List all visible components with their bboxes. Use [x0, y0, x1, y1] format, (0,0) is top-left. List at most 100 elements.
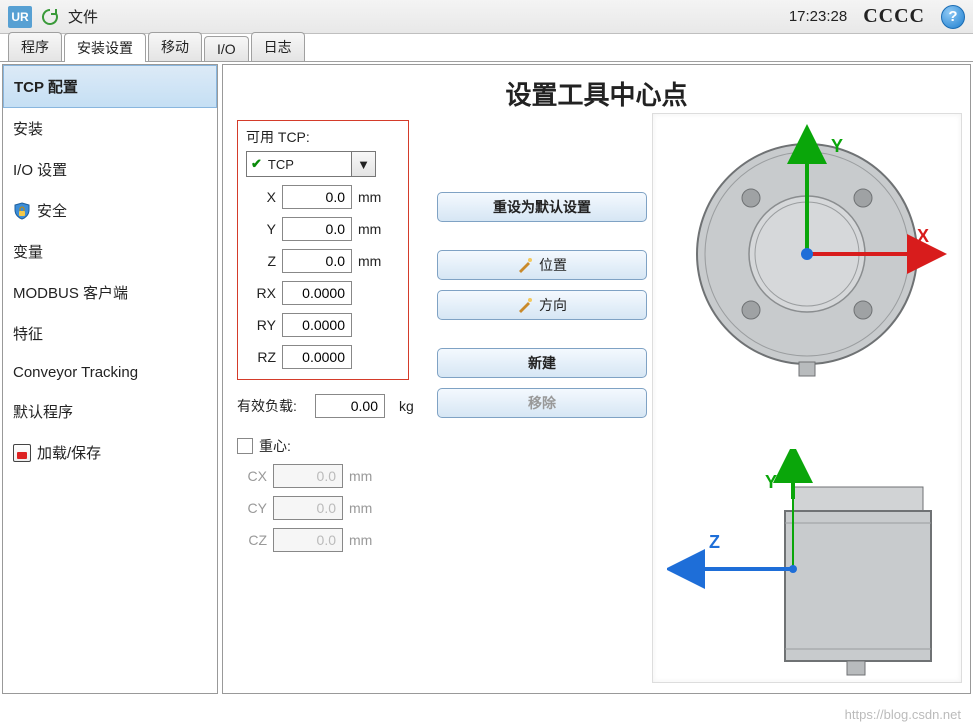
- cg-label-cy: CY: [237, 500, 267, 516]
- coord-input-z[interactable]: [282, 249, 352, 273]
- axis-z-label: Z: [709, 532, 720, 553]
- shield-icon: [13, 202, 31, 220]
- button-column: 重设为默认设置 位置 方向 新建 移除: [437, 192, 647, 428]
- sidebar-item-label: I/O 设置: [13, 159, 67, 180]
- payload-unit: kg: [399, 398, 414, 414]
- coord-unit: mm: [358, 221, 381, 237]
- cg-label-cx: CX: [237, 468, 267, 484]
- sidebar-item-0[interactable]: TCP 配置: [3, 65, 217, 108]
- disk-icon: [13, 444, 31, 462]
- page-title: 设置工具中心点: [237, 75, 956, 112]
- tcp-parameters-group: 可用 TCP: ✔ TCP ▼ XmmYmmZmmRXRYRZ: [237, 120, 409, 380]
- sidebar-item-4[interactable]: 变量: [3, 231, 217, 272]
- sidebar-item-1[interactable]: 安装: [3, 108, 217, 149]
- tab-0[interactable]: 程序: [8, 32, 62, 61]
- coord-input-ry[interactable]: [282, 313, 352, 337]
- sidebar-item-label: 加载/保存: [37, 442, 101, 463]
- position-button[interactable]: 位置: [437, 250, 647, 280]
- coord-row-x: Xmm: [246, 185, 400, 209]
- sidebar-item-3[interactable]: 安全: [3, 190, 217, 231]
- sidebar: TCP 配置安装 I/O 设置安全变量 MODBUS 客户端特征 Conveyor T…: [2, 64, 218, 694]
- cg-input-cz: [273, 528, 343, 552]
- orientation-button[interactable]: 方向: [437, 290, 647, 320]
- coord-input-rx[interactable]: [282, 281, 352, 305]
- cg-unit: mm: [349, 500, 372, 516]
- cg-checkbox[interactable]: [237, 438, 253, 454]
- coord-input-y[interactable]: [282, 217, 352, 241]
- coord-label-y: Y: [246, 221, 276, 237]
- payload-input[interactable]: [315, 394, 385, 418]
- tab-row: 程序安装设置移动I/O日志: [0, 34, 973, 62]
- sidebar-item-9[interactable]: 加载/保存: [3, 432, 217, 473]
- coord-row-rx: RX: [246, 281, 400, 305]
- available-tcp-label: 可用 TCP:: [246, 127, 400, 147]
- watermark: https://blog.csdn.net: [845, 707, 961, 722]
- tcp-dropdown-value: TCP: [266, 157, 351, 172]
- flange-side-view: [667, 449, 947, 679]
- coord-row-z: Zmm: [246, 249, 400, 273]
- sidebar-item-label: 特征: [13, 323, 43, 344]
- sidebar-item-8[interactable]: 默认程序: [3, 391, 217, 432]
- sidebar-item-label: 变量: [13, 241, 43, 262]
- sidebar-item-label: TCP 配置: [14, 76, 78, 97]
- payload-label: 有效负载:: [237, 396, 307, 416]
- sidebar-item-label: 默认程序: [13, 401, 73, 422]
- coord-row-rz: RZ: [246, 345, 400, 369]
- cg-unit: mm: [349, 532, 372, 548]
- coord-row-y: Ymm: [246, 217, 400, 241]
- coord-label-rz: RZ: [246, 349, 276, 365]
- sidebar-item-5[interactable]: MODBUS 客户端: [3, 272, 217, 313]
- cg-row-cz: CZ mm: [237, 528, 617, 552]
- coord-label-rx: RX: [246, 285, 276, 301]
- coord-input-rz[interactable]: [282, 345, 352, 369]
- coord-label-ry: RY: [246, 317, 276, 333]
- coord-input-x[interactable]: [282, 185, 352, 209]
- sidebar-item-label: 安全: [37, 200, 67, 221]
- cg-label: 重心:: [259, 436, 291, 456]
- tab-3[interactable]: I/O: [204, 36, 249, 61]
- sidebar-item-label: 安装: [13, 118, 43, 139]
- status-label: CCCC: [863, 5, 925, 28]
- tab-4[interactable]: 日志: [251, 32, 305, 61]
- coord-row-ry: RY: [246, 313, 400, 337]
- wand-icon: [517, 297, 533, 313]
- axis-y-label: Y: [831, 136, 843, 157]
- universal-robots-logo: UR: [8, 6, 32, 28]
- new-button[interactable]: 新建: [437, 348, 647, 378]
- file-menu[interactable]: 文件: [68, 6, 98, 27]
- sidebar-item-6[interactable]: 特征: [3, 313, 217, 354]
- sidebar-item-label: MODBUS 客户端: [13, 282, 128, 303]
- coord-label-x: X: [246, 189, 276, 205]
- coord-label-z: Z: [246, 253, 276, 269]
- cg-input-cx: [273, 464, 343, 488]
- reset-default-button[interactable]: 重设为默认设置: [437, 192, 647, 222]
- position-button-label: 位置: [539, 255, 567, 275]
- help-icon[interactable]: ?: [941, 5, 965, 29]
- sidebar-item-label: Conveyor Tracking: [13, 364, 138, 381]
- coord-unit: mm: [358, 189, 381, 205]
- tab-2[interactable]: 移动: [148, 32, 202, 61]
- check-icon: ✔: [251, 156, 262, 172]
- cg-row-cx: CX mm: [237, 464, 617, 488]
- sidebar-item-7[interactable]: Conveyor Tracking: [3, 354, 217, 391]
- axis-x-label: X: [917, 226, 929, 247]
- dropdown-arrow-icon[interactable]: ▼: [351, 152, 375, 176]
- refresh-icon[interactable]: [40, 7, 60, 27]
- flange-top-view: [667, 124, 947, 384]
- coord-unit: mm: [358, 253, 381, 269]
- wand-icon: [517, 257, 533, 273]
- tcp-diagram: X Y Y Z: [652, 113, 962, 683]
- tcp-dropdown[interactable]: ✔ TCP ▼: [246, 151, 376, 177]
- clock-display: 17:23:28: [789, 8, 847, 25]
- remove-button: 移除: [437, 388, 647, 418]
- cg-unit: mm: [349, 468, 372, 484]
- axis-y2-label: Y: [765, 472, 777, 493]
- tab-1[interactable]: 安装设置: [64, 33, 146, 62]
- content-panel: 设置工具中心点 可用 TCP: ✔ TCP ▼ XmmYmmZmmRXRYRZ …: [222, 64, 971, 694]
- cg-input-cy: [273, 496, 343, 520]
- cg-row-cy: CY mm: [237, 496, 617, 520]
- cg-label-cz: CZ: [237, 532, 267, 548]
- sidebar-item-2[interactable]: I/O 设置: [3, 149, 217, 190]
- title-bar: UR 文件 17:23:28 CCCC ?: [0, 0, 973, 34]
- orientation-button-label: 方向: [539, 295, 567, 315]
